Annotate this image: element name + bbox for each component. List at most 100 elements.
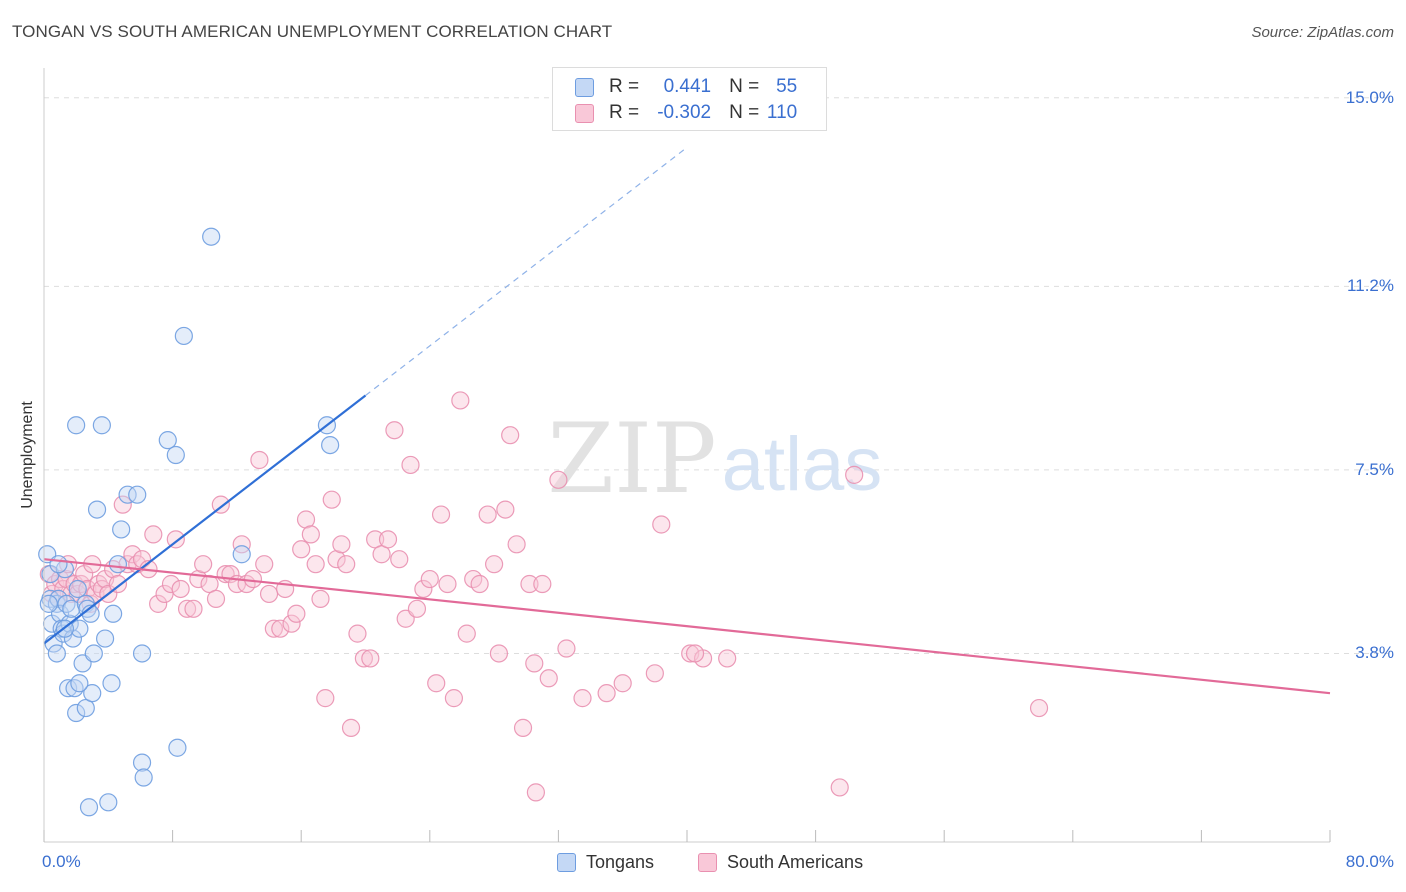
south-americans-point bbox=[184, 599, 203, 618]
watermark: ZIP atlas bbox=[547, 403, 882, 515]
r-value-south-americans: -0.302 bbox=[657, 102, 712, 123]
south-americans-point bbox=[557, 639, 576, 658]
south-americans-point bbox=[316, 689, 335, 708]
y-tick-label: 11.2% bbox=[1347, 276, 1394, 296]
south-americans-point bbox=[401, 455, 420, 475]
tongans-point bbox=[67, 703, 86, 723]
south-americans-point bbox=[206, 589, 226, 608]
south-americans-point bbox=[194, 555, 213, 574]
r-value-tongans: 0.441 bbox=[663, 76, 712, 97]
tongans-trend-extension bbox=[365, 146, 688, 396]
south-americans-point bbox=[361, 649, 380, 668]
tongans-point bbox=[108, 555, 128, 574]
south-americans-point bbox=[470, 574, 489, 594]
south-americans-point bbox=[478, 505, 497, 524]
tongans-point bbox=[87, 500, 107, 519]
south-americans-point bbox=[259, 584, 279, 604]
tongans-point bbox=[232, 545, 251, 564]
south-americans-point bbox=[59, 555, 78, 574]
south-americans-point bbox=[597, 684, 616, 703]
south-americans-point bbox=[573, 689, 592, 708]
south-americans-point bbox=[830, 778, 849, 797]
tongans-point bbox=[95, 629, 115, 648]
south-americans-point bbox=[378, 530, 398, 549]
south-americans-point bbox=[292, 540, 311, 559]
tongans-trend-line bbox=[43, 394, 367, 645]
south-americans-point bbox=[420, 569, 439, 589]
south-americans-point bbox=[525, 654, 544, 673]
tongans-point bbox=[174, 326, 193, 346]
legend-item-south-americans: South Americans bbox=[698, 852, 863, 873]
south-americans-point bbox=[652, 515, 671, 534]
south-americans-point bbox=[341, 718, 361, 737]
tongans-point bbox=[70, 619, 89, 638]
south-americans-point bbox=[489, 644, 509, 663]
tongans-point bbox=[39, 594, 58, 613]
legend-row-south-americans: R = -0.302 N = 110 bbox=[575, 101, 797, 125]
tongans-point bbox=[65, 679, 84, 698]
south-americans-point bbox=[144, 525, 163, 544]
south-americans-point bbox=[149, 594, 168, 613]
south-americans-point bbox=[282, 614, 301, 633]
south-americans-point bbox=[526, 783, 545, 802]
south-americans-points bbox=[39, 391, 1049, 802]
south-americans-point bbox=[444, 689, 464, 708]
y-tick-label: 7.5% bbox=[1355, 459, 1394, 479]
y-tick-label: 15.0% bbox=[1345, 87, 1394, 107]
south-americans-point bbox=[322, 490, 341, 509]
watermark-zip: ZIP bbox=[547, 403, 716, 515]
south-americans-point bbox=[211, 495, 230, 514]
n-label: N = bbox=[729, 102, 760, 123]
tongans-points bbox=[38, 227, 340, 817]
tongans-point bbox=[59, 679, 78, 698]
south-americans-point bbox=[390, 550, 409, 569]
tongans-point bbox=[132, 644, 152, 663]
south-americans-point bbox=[507, 535, 526, 554]
y-tick-label: 3.8% bbox=[1355, 643, 1394, 663]
south-americans-swatch bbox=[575, 103, 594, 123]
legend-item-tongans: Tongans bbox=[557, 852, 654, 873]
south-americans-point bbox=[520, 574, 539, 594]
south-americans-point bbox=[501, 426, 520, 445]
south-americans-trend-line bbox=[43, 558, 1331, 695]
south-americans-point bbox=[337, 555, 356, 574]
south-americans-point bbox=[427, 674, 446, 693]
tongans-point bbox=[67, 416, 86, 435]
south-americans-point bbox=[171, 579, 190, 599]
south-americans-point bbox=[718, 649, 737, 668]
south-americans-point bbox=[685, 644, 705, 663]
watermark-atlas: atlas bbox=[722, 422, 883, 507]
south-americans-point bbox=[287, 604, 306, 623]
south-americans-point bbox=[457, 624, 476, 643]
south-americans-point bbox=[271, 619, 290, 638]
tongans-point bbox=[102, 674, 121, 693]
tongans-point bbox=[79, 798, 99, 817]
south-americans-point bbox=[549, 470, 568, 489]
south-americans-point bbox=[232, 535, 251, 554]
tongans-legend-swatch bbox=[557, 853, 576, 872]
south-americans-point bbox=[123, 545, 142, 564]
tongans-legend-label: Tongans bbox=[586, 852, 655, 872]
x-tick-min: 0.0% bbox=[42, 852, 81, 871]
south-americans-legend-label: South Americans bbox=[727, 852, 864, 872]
south-americans-point bbox=[255, 555, 274, 574]
south-americans-point bbox=[161, 574, 181, 594]
tongans-point bbox=[99, 793, 118, 812]
south-americans-point bbox=[354, 649, 373, 668]
x-tick-max: 80.0% bbox=[1345, 852, 1394, 871]
south-americans-point bbox=[81, 594, 100, 613]
tongans-point bbox=[112, 520, 131, 539]
south-americans-point bbox=[332, 535, 351, 554]
south-americans-point bbox=[177, 599, 197, 618]
south-americans-point bbox=[1029, 698, 1049, 718]
south-americans-point bbox=[438, 574, 457, 594]
south-americans-point bbox=[613, 674, 632, 693]
south-americans-point bbox=[539, 669, 558, 688]
tongans-swatch bbox=[575, 77, 594, 97]
south-americans-point bbox=[108, 574, 128, 594]
south-americans-point bbox=[50, 569, 70, 589]
n-label: N = bbox=[729, 76, 760, 97]
south-americans-point bbox=[113, 495, 132, 514]
south-americans-legend-swatch bbox=[698, 853, 717, 872]
